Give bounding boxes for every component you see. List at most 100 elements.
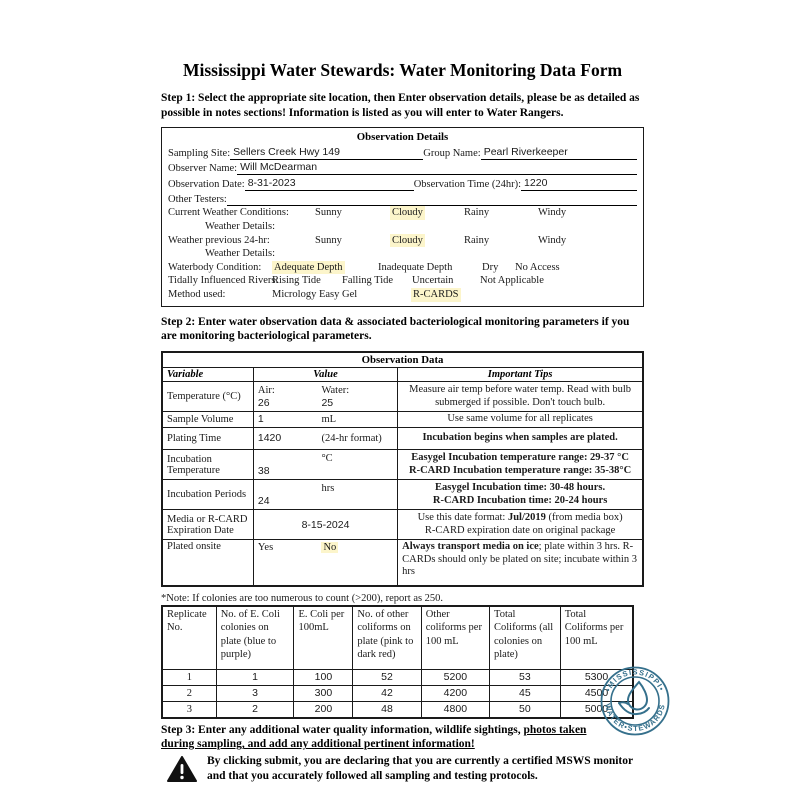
data-cell: 2 xyxy=(215,700,295,719)
variable-cell: Plating Time xyxy=(161,427,254,451)
data-cell: 52 xyxy=(352,668,422,686)
observation-date-value: 8-31-2023 xyxy=(244,177,414,191)
method-used-row: Method used: Micrology Easy Gel R-CARDS xyxy=(168,288,637,302)
observer-name-label: Observer Name: xyxy=(168,163,238,175)
observation-data-table: Observation Data Variable Value Importan… xyxy=(161,351,644,587)
tips-column-header: Important Tips xyxy=(397,367,644,383)
table-title-row: Observation Data xyxy=(161,351,644,369)
sampling-site-label: Sampling Site: xyxy=(168,147,231,159)
air-temp-value: 26 xyxy=(257,396,270,409)
highlighted-answer: R-CARDS xyxy=(411,288,461,302)
tip-text: Measure air temp before water temp. Read… xyxy=(409,384,632,408)
water-temp-value: 25 xyxy=(321,396,334,409)
observer-name-value: Will McDearman xyxy=(237,161,637,176)
waterbody-condition-label: Waterbody Condition: xyxy=(168,261,262,273)
tip-segment: (from media box) xyxy=(545,512,623,524)
value-cell: Yes No xyxy=(252,539,399,587)
weather-details-row: Weather Details: xyxy=(168,247,637,261)
table-row: 3 2 200 48 4800 50 5000 xyxy=(161,700,634,719)
table-row-incubation-periods: Incubation Periods hrs 24 Easygel Incuba… xyxy=(161,479,644,511)
data-cell: 300 xyxy=(293,684,354,702)
incubation-periods-value: 24 xyxy=(257,494,270,507)
count-note: *Note: If colonies are too numerous to c… xyxy=(161,592,444,604)
unit-label: °C xyxy=(321,452,333,464)
tip-text: Easygel Incubation temperature range: 29… xyxy=(411,452,629,464)
tidal-option-not-applicable: Not Applicable xyxy=(480,275,544,287)
waterbody-option-dry: Dry xyxy=(482,261,499,273)
group-name-value: Pearl Riverkeeper xyxy=(480,146,637,160)
variable-cell: Sample Volume xyxy=(161,411,254,429)
observer-name-row: Observer Name: Will McDearman xyxy=(168,160,637,176)
tip-segment-bold: Jul/2019 xyxy=(507,512,546,524)
data-cell: 50 xyxy=(489,700,561,719)
column-header-row: Variable Value Important Tips xyxy=(161,367,644,383)
water-drop-hand-icon xyxy=(618,680,650,716)
tip-text: Always transport media on ice; plate wit… xyxy=(402,541,638,579)
current-weather-label: Current Weather Conditions: xyxy=(168,207,289,219)
logo-bottom-text: WATER•STEWARDS xyxy=(603,703,666,733)
value-cell: Air: Water: 26 25 xyxy=(252,381,399,413)
submit-declaration-text: By clicking submit, you are declaring th… xyxy=(207,754,633,782)
replicate-header-row: Replicate No. No. of E. Coli colonies on… xyxy=(161,605,634,670)
air-label: Air: xyxy=(257,384,275,396)
column-header: Other coliforms per 100 mL xyxy=(420,605,491,670)
page-title: Mississippi Water Stewards: Water Monito… xyxy=(182,60,623,80)
highlighted-answer: No xyxy=(321,542,339,554)
table-row: 2 3 300 42 4200 45 4500 xyxy=(161,684,634,702)
table-row-plated-onsite: Plated onsite Yes No Always transport me… xyxy=(161,539,644,587)
replicate-number: 2 xyxy=(161,684,217,702)
data-cell: 53 xyxy=(489,668,561,686)
tip-text: Use same volume for all replicates xyxy=(447,413,593,425)
waterbody-option-inadequate: Inadequate Depth xyxy=(378,261,453,273)
weather-option-rainy: Rainy xyxy=(464,207,490,219)
observation-data-header: Observation Data xyxy=(161,351,644,369)
form-page: Mississippi Water Stewards: Water Monito… xyxy=(161,60,644,784)
step3-underlined-text: during sampling, and add any additional … xyxy=(161,738,475,751)
step2-instructions: Step 2: Enter water observation data & a… xyxy=(161,315,630,343)
format-label: (24-hr format) xyxy=(321,433,382,445)
data-cell: 4200 xyxy=(420,684,491,702)
table-row-temperature: Temperature (°C) Air: Water: 26 25 Measu… xyxy=(161,381,644,413)
no-option: No xyxy=(321,541,393,554)
other-testers-label: Other Testers: xyxy=(168,194,227,206)
waterbody-condition-row: Waterbody Condition: Adequate Depth Inad… xyxy=(168,260,637,275)
table-row-incubation-temperature: Incubation Temperature °C 38 Easygel Inc… xyxy=(161,449,644,481)
tip-segment: Use this date format: xyxy=(417,512,508,524)
tidal-option-uncertain: Uncertain xyxy=(412,275,454,287)
previous-weather-row: Weather previous 24-hr: Sunny Cloudy Rai… xyxy=(168,233,637,248)
variable-cell: Incubation Temperature xyxy=(161,449,254,481)
weather-option-windy: Windy xyxy=(538,234,567,246)
replicate-number: 1 xyxy=(161,668,217,686)
column-header: No. of E. Coli colonies on plate (blue t… xyxy=(215,605,295,670)
sampling-site-row: Sampling Site: Sellers Creek Hwy 149 Gro… xyxy=(168,144,637,160)
tidal-option-rising: Rising Tide xyxy=(272,275,321,287)
group-name-label: Group Name: xyxy=(423,147,481,159)
step3-text: Step 3: Enter any additional water quali… xyxy=(161,723,524,736)
table-row-sample-volume: Sample Volume 1 mL Use same volume for a… xyxy=(161,411,644,429)
variable-cell: Media or R-CARD Expiration Date xyxy=(161,509,254,541)
tidal-rivers-row: Tidally Influenced Rivers: Rising Tide F… xyxy=(168,274,637,288)
weather-details-label: Weather Details: xyxy=(205,221,275,233)
column-header: Replicate No. xyxy=(161,605,217,670)
variable-cell: Plated onsite xyxy=(161,539,254,587)
current-weather-row: Current Weather Conditions: Sunny Cloudy… xyxy=(168,206,637,221)
plating-time-value: 1420 xyxy=(257,432,282,445)
observation-date-label: Observation Date: xyxy=(168,178,245,190)
value-column-header: Value xyxy=(252,367,399,383)
weather-option-sunny: Sunny xyxy=(315,207,342,219)
data-cell: 5200 xyxy=(420,668,491,686)
tip-text: R-CARD Incubation time: 20-24 hours xyxy=(432,494,608,506)
replicate-results-table: Replicate No. No. of E. Coli colonies on… xyxy=(161,604,635,719)
unit-label: hrs xyxy=(321,482,335,494)
water-label: Water: xyxy=(321,384,350,396)
unit-label: mL xyxy=(321,414,337,426)
waterbody-option-no-access: No Access xyxy=(515,261,560,273)
highlighted-answer: Adequate Depth xyxy=(272,260,345,275)
variable-column-header: Variable xyxy=(161,367,254,383)
sample-volume-value: 1 xyxy=(257,413,264,426)
value-cell: 1420 (24-hr format) xyxy=(252,427,399,451)
incubation-temp-value: 38 xyxy=(257,464,270,477)
warning-icon xyxy=(167,755,197,782)
data-cell: 100 xyxy=(293,668,354,686)
svg-text:WATER•STEWARDS: WATER•STEWARDS xyxy=(603,703,667,733)
